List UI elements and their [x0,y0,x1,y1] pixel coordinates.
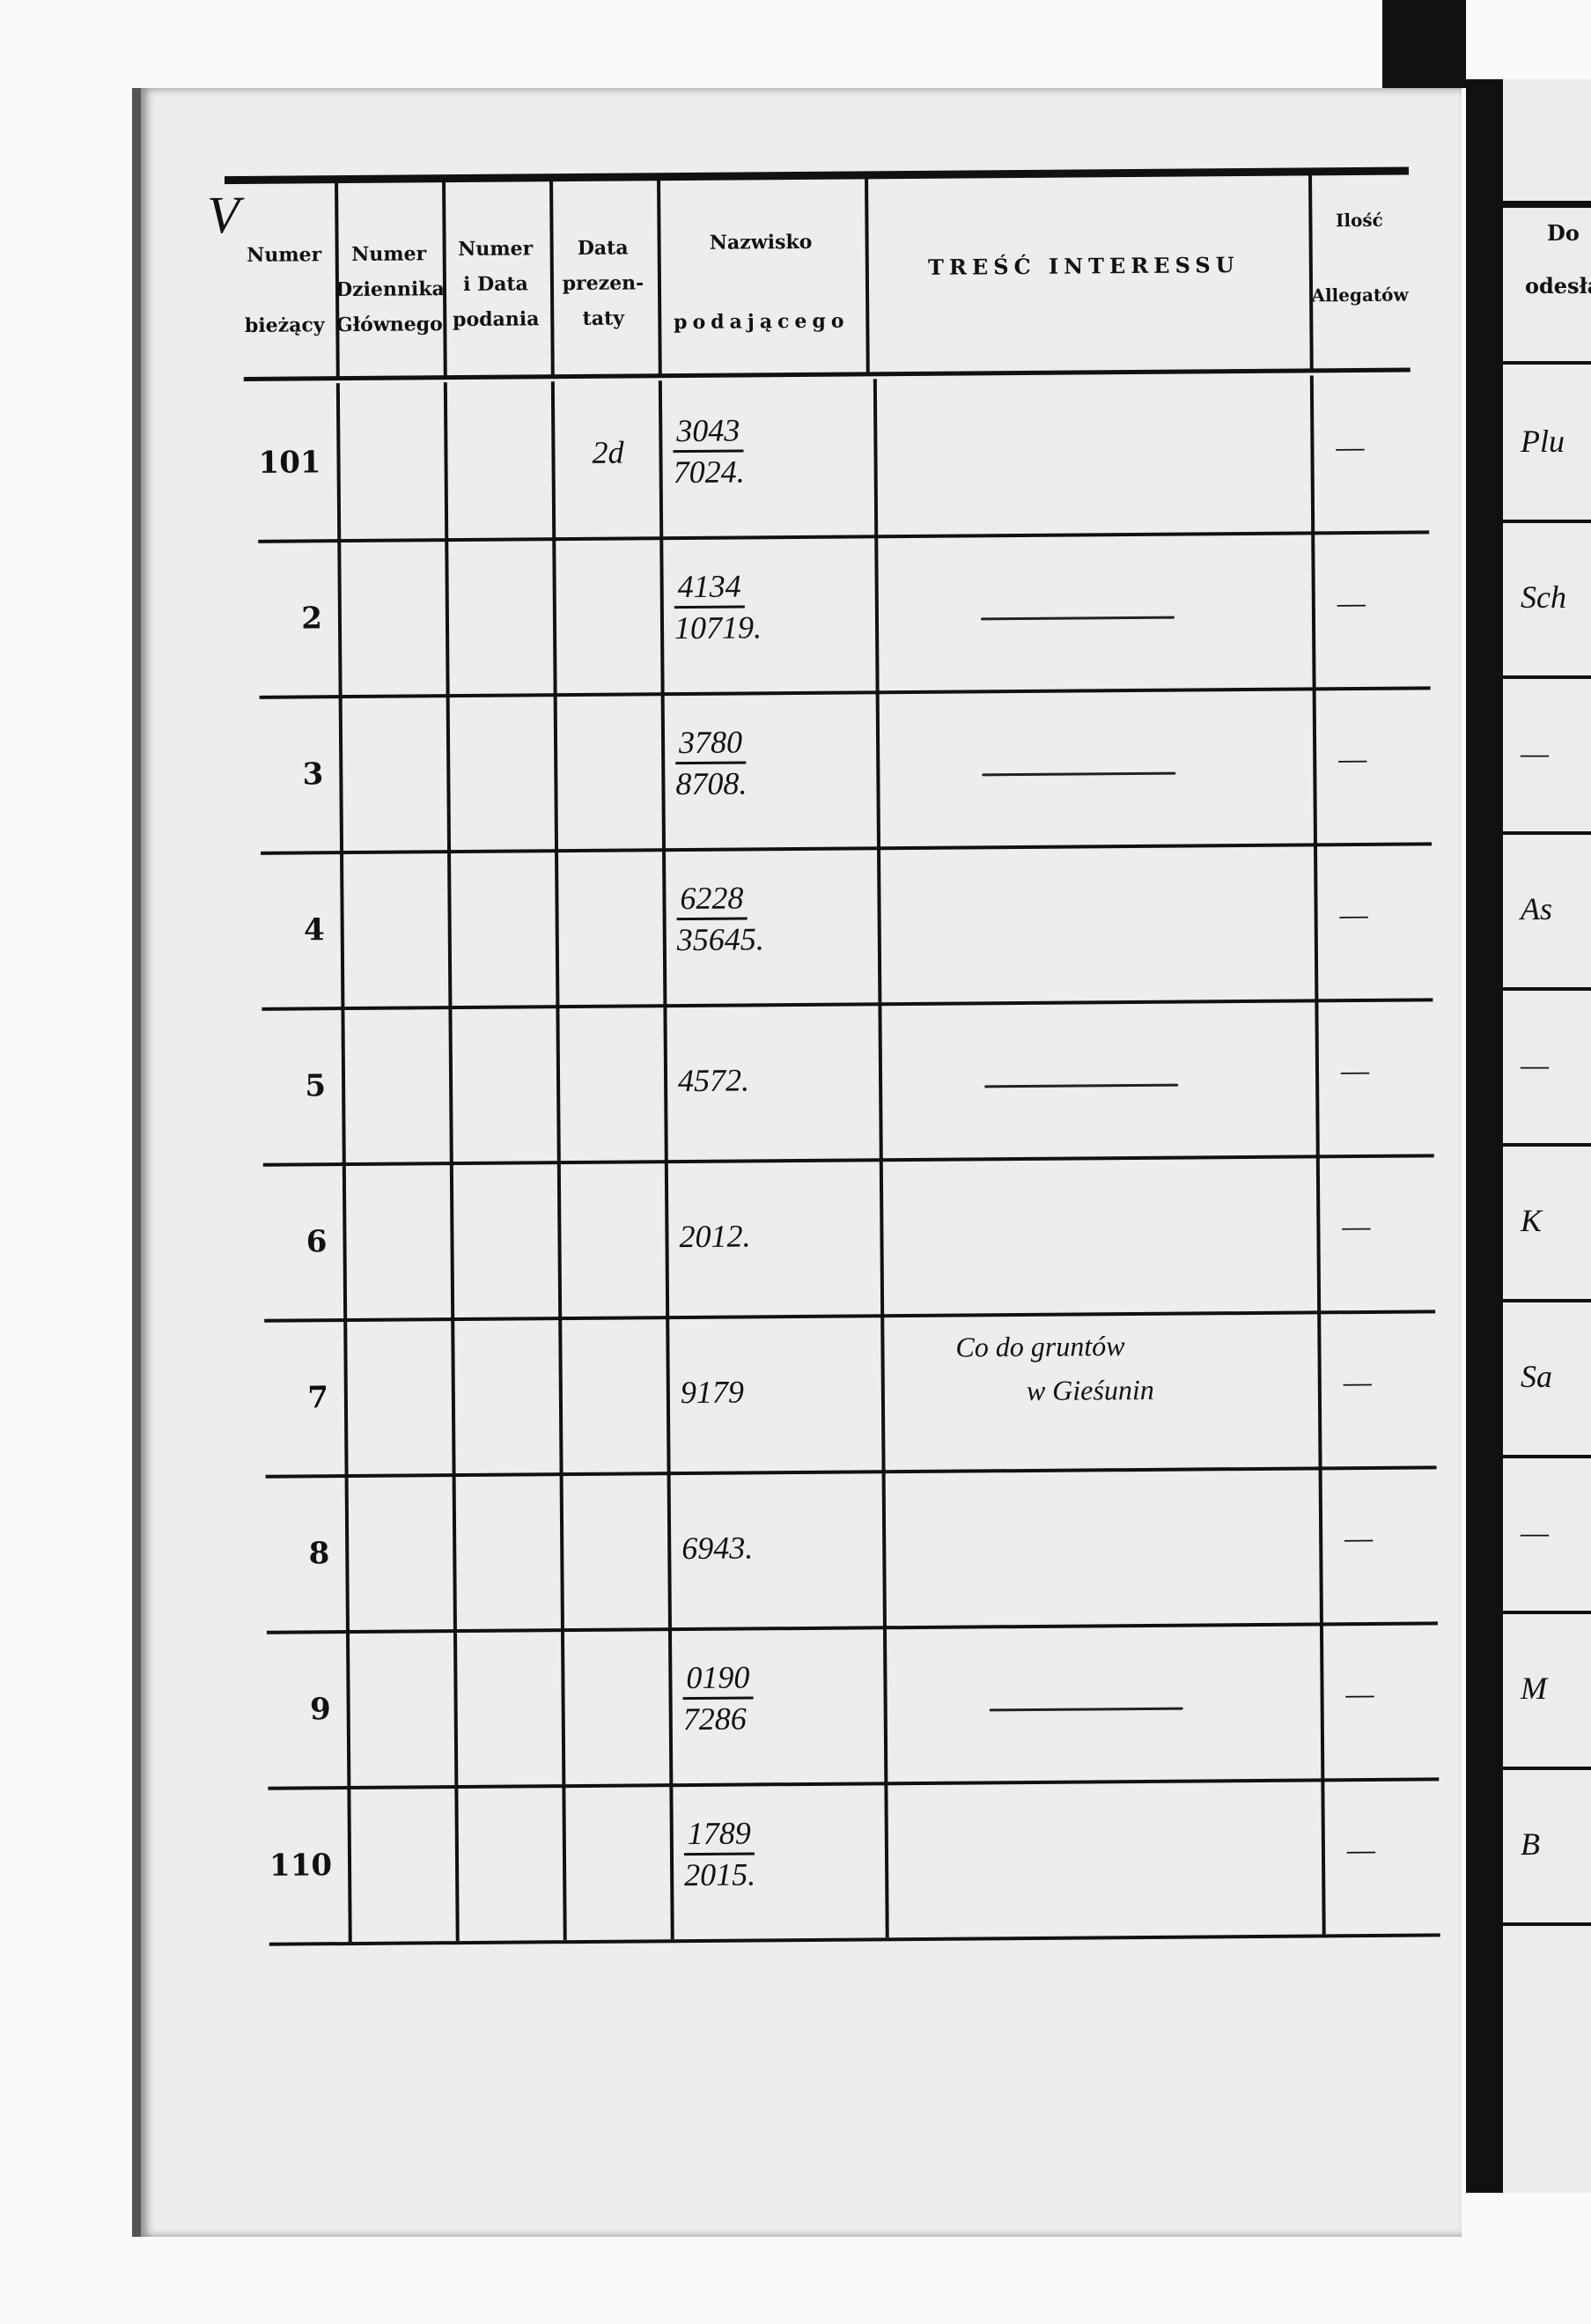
next-page-entry: Sch [1521,579,1566,615]
tresc-dash [982,771,1176,777]
header-nazwisko: Nazwisko podającego [674,230,850,335]
row-number: 110 [269,1848,333,1884]
row-rule [265,1465,1437,1479]
row-rule [264,1310,1436,1323]
row-rule [258,530,1430,543]
row-number: 8 [308,1536,330,1572]
nazwisko-cell: 4134 10719. [674,566,762,647]
row-number: 6 [306,1224,328,1260]
table-row: 7 9179 Co do gruntów w Gieśunin — [0,0,1589,1479]
row-number: 2 [301,601,323,637]
allegatow-count: — [1336,428,1365,465]
header-data-prezentaty: Data prezen-taty [562,236,645,330]
allegatow-count: — [1346,1831,1376,1868]
tresc-text: w Gieśunin [1026,1373,1154,1407]
header-numer-dziennika: Numer Dziennika Głównego [335,242,445,337]
allegatow-count: — [1337,584,1366,621]
table-row: 110 1789 2015. — [0,0,1589,1946]
next-page-entry: K [1521,1203,1543,1238]
nazwisko-cell: 3043 7024. [673,410,745,491]
binding-gutter [1466,79,1503,2193]
allegatow-count: — [1340,1051,1370,1088]
row-rule [261,842,1433,855]
table-row: 6 2012. — [0,0,1589,1323]
tresc-dash [980,616,1175,621]
nazwisko-cell: 4572. [677,1062,750,1099]
table-row: 101 2d 3043 7024. — [0,0,1589,543]
tresc-dash [989,1707,1183,1712]
next-page-entry: M [1521,1671,1547,1706]
date-prezentaty: 2d [592,434,624,470]
next-header-1: Do [1547,220,1580,246]
header-numer-biezacy: Numer bieżący [244,243,325,337]
next-page-entry: Plu [1521,424,1565,459]
row-rule [262,1154,1434,1167]
row-rule [269,1933,1440,1946]
table-row: 9 0190 7286 — [0,0,1589,1790]
next-page-edge: Do odesła Plu Sch — As — K Sa — M B [1503,79,1591,2193]
row-number: 4 [303,912,325,948]
nazwisko-cell: 1789 2015. [683,1813,756,1894]
next-page-entry: — [1521,1515,1550,1550]
allegatow-count: — [1345,1675,1374,1712]
nazwisko-cell: 0190 7286 [682,1657,754,1738]
nazwisko-cell: 2012. [679,1218,751,1255]
next-page-entry: Sa [1521,1359,1552,1394]
row-number: 5 [305,1068,327,1104]
row-number: 3 [302,756,324,793]
binding-shadow [1382,0,1466,88]
table-row: 4 6228 35645. — [0,0,1589,1011]
next-page-entry: As [1521,891,1552,926]
row-rule [266,1621,1438,1634]
nazwisko-cell: 6228 35645. [676,878,764,959]
row-number: 9 [309,1692,331,1728]
next-page-entry: B [1521,1826,1540,1862]
row-number: 101 [258,445,321,481]
allegatow-count: — [1338,740,1367,777]
allegatow-count: — [1339,896,1368,933]
allegatow-count: — [1342,1207,1371,1244]
allegatow-count: — [1343,1363,1372,1400]
tresc-text: Co do gruntów [955,1330,1125,1363]
row-rule [259,686,1431,699]
next-header-2: odesła [1525,273,1591,299]
table-row: 8 6943. — [0,0,1589,1634]
header-tresc: TREŚĆ INTERESSU [927,252,1240,280]
table-row: 2 4134 10719. — [0,0,1589,699]
table-row: 5 4572. — [0,0,1589,1167]
next-page-entry: — [1521,735,1550,771]
header-ilosc: Ilość Allegatów [1311,209,1409,306]
nazwisko-cell: 6943. [681,1530,754,1567]
next-page-entry: — [1521,1047,1550,1082]
allegatow-count: — [1344,1519,1374,1556]
row-number: 7 [307,1380,329,1416]
row-rule [261,998,1433,1011]
header-numer-data: Numer i Data podania [453,237,540,332]
table-row: 3 3780 8708. — [0,0,1589,855]
tresc-dash [984,1083,1179,1088]
nazwisko-cell: 9179 [680,1374,745,1411]
row-rule [268,1777,1440,1790]
nazwisko-cell: 3780 8708. [674,722,748,803]
margin-mark: V [207,185,240,245]
